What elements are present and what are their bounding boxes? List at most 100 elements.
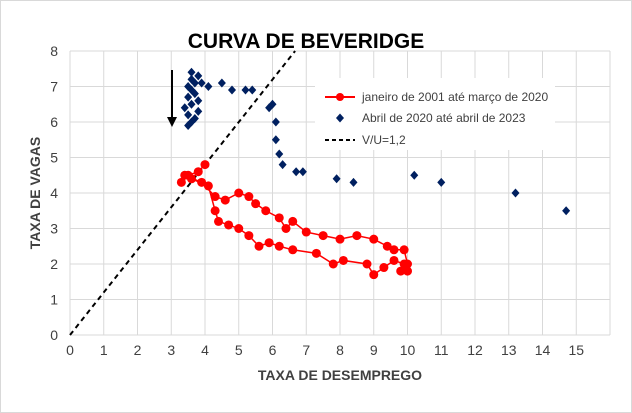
- data-point-2020-2023: [332, 174, 341, 184]
- data-point-2001-2020: [362, 259, 372, 269]
- data-point-2020-2023: [511, 188, 520, 198]
- data-point-2001-2020: [288, 216, 298, 226]
- data-point-2020-2023: [562, 206, 571, 216]
- data-point-2001-2020: [389, 255, 399, 265]
- x-tick-label: 14: [535, 342, 551, 358]
- legend-marker-diamond-blue: [336, 113, 344, 123]
- data-point-2001-2020: [389, 245, 399, 255]
- x-tick-label: 4: [201, 342, 209, 358]
- data-point-2020-2023: [197, 78, 206, 88]
- data-point-2001-2020: [244, 231, 254, 241]
- data-point-2020-2023: [194, 106, 203, 116]
- legend-label: janeiro de 2001 até março de 2020: [361, 90, 548, 104]
- data-point-2020-2023: [271, 135, 280, 145]
- data-point-2001-2020: [311, 248, 321, 258]
- data-point-2020-2023: [271, 117, 280, 127]
- x-tick-label: 6: [269, 342, 277, 358]
- x-tick-label: 1: [100, 342, 108, 358]
- y-tick-label: 5: [50, 150, 58, 166]
- data-point-2001-2020: [176, 177, 186, 187]
- data-point-2001-2020: [335, 234, 345, 244]
- data-point-2020-2023: [184, 110, 193, 120]
- data-point-2001-2020: [203, 181, 213, 191]
- data-point-2020-2023: [187, 67, 196, 77]
- legend-marker-circle-red: [336, 93, 344, 101]
- x-tick-label: 15: [568, 342, 584, 358]
- x-axis-title: TAXA DE DESEMPREGO: [258, 367, 422, 383]
- x-tick-label: 2: [134, 342, 142, 358]
- data-point-2001-2020: [261, 206, 271, 216]
- data-point-2001-2020: [379, 263, 389, 273]
- legend-label: V/U=1,2: [362, 133, 406, 147]
- y-tick-label: 6: [50, 114, 58, 130]
- y-tick-label: 3: [50, 221, 58, 237]
- y-tick-label: 7: [50, 79, 58, 95]
- data-point-2001-2020: [399, 245, 409, 255]
- data-point-2001-2020: [251, 199, 261, 209]
- x-tick-label: 13: [501, 342, 517, 358]
- x-tick-label: 12: [467, 342, 483, 358]
- x-tick-label: 7: [302, 342, 310, 358]
- data-point-2020-2023: [180, 103, 189, 113]
- data-point-2001-2020: [328, 259, 338, 269]
- data-point-2001-2020: [193, 167, 203, 177]
- data-point-2001-2020: [352, 231, 362, 241]
- data-point-2020-2023: [190, 113, 199, 123]
- data-point-2001-2020: [234, 188, 244, 198]
- data-point-2020-2023: [292, 167, 301, 177]
- x-tick-label: 3: [167, 342, 175, 358]
- data-point-2020-2023: [241, 85, 250, 95]
- data-point-2001-2020: [403, 266, 412, 276]
- y-tick-label: 4: [50, 185, 58, 201]
- data-point-2001-2020: [281, 224, 291, 233]
- data-point-2001-2020: [274, 241, 284, 251]
- data-point-2001-2020: [244, 192, 254, 202]
- x-tick-label: 5: [235, 342, 243, 358]
- data-point-2020-2023: [194, 96, 203, 106]
- data-point-2001-2020: [369, 270, 379, 280]
- data-point-2001-2020: [274, 213, 284, 223]
- data-point-2001-2020: [220, 195, 230, 205]
- data-point-2001-2020: [234, 224, 244, 233]
- x-tick-label: 8: [336, 342, 344, 358]
- data-point-2020-2023: [278, 160, 287, 170]
- data-point-2020-2023: [194, 71, 203, 81]
- chart-title: CURVA DE BEVERIDGE: [188, 30, 425, 53]
- data-point-2001-2020: [264, 238, 274, 248]
- x-tick-label: 10: [400, 342, 416, 358]
- data-point-2020-2023: [298, 167, 307, 177]
- series-line-vu-ratio: [69, 50, 296, 336]
- data-point-2001-2020: [210, 206, 220, 216]
- data-point-2020-2023: [349, 177, 358, 187]
- data-point-2001-2020: [399, 259, 409, 269]
- data-point-2001-2020: [396, 266, 406, 276]
- data-point-2020-2023: [184, 82, 193, 91]
- data-point-2001-2020: [369, 234, 379, 244]
- data-point-2001-2020: [224, 220, 234, 230]
- data-point-2020-2023: [268, 99, 277, 109]
- data-point-2020-2023: [187, 99, 196, 109]
- arrow-annotation-head: [167, 117, 177, 127]
- data-point-2020-2023: [410, 170, 419, 180]
- x-tick-label: 9: [370, 342, 378, 358]
- legend-box: [315, 78, 555, 150]
- data-point-2001-2020: [210, 192, 220, 202]
- data-point-2020-2023: [187, 74, 196, 84]
- y-tick-label: 8: [50, 43, 58, 59]
- data-point-2001-2020: [197, 177, 207, 187]
- data-point-2001-2020: [200, 160, 210, 170]
- data-point-2001-2020: [301, 227, 311, 237]
- data-point-2020-2023: [275, 149, 284, 159]
- data-point-2020-2023: [248, 85, 257, 95]
- data-point-2020-2023: [228, 85, 236, 95]
- y-tick-label: 1: [50, 292, 58, 308]
- y-axis-title: TAXA DE VAGAS: [27, 137, 43, 250]
- y-tick-label: 2: [50, 256, 58, 272]
- data-point-2020-2023: [437, 177, 446, 187]
- legend-label: Abril de 2020 até abril de 2023: [362, 111, 526, 125]
- data-point-2001-2020: [254, 241, 264, 251]
- data-point-2020-2023: [217, 78, 226, 88]
